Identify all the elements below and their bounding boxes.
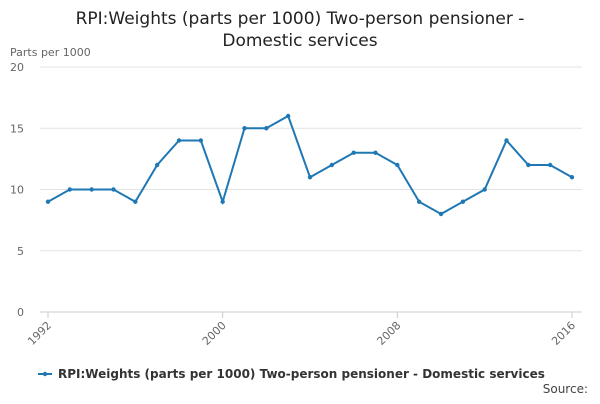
point bbox=[351, 150, 356, 155]
point bbox=[242, 126, 247, 131]
point bbox=[67, 187, 73, 192]
x-tick-label: 2008 bbox=[374, 319, 403, 348]
y-tick-label: 20 bbox=[10, 61, 24, 74]
point bbox=[569, 175, 575, 180]
x-tick-label: 2016 bbox=[549, 319, 578, 348]
point bbox=[45, 199, 51, 204]
point bbox=[526, 162, 531, 168]
point bbox=[111, 187, 116, 192]
x-tick-label: 2000 bbox=[200, 319, 229, 348]
y-axis-label: Parts per 1000 bbox=[10, 46, 91, 59]
y-tick-label: 10 bbox=[10, 184, 24, 197]
line bbox=[47, 114, 573, 216]
point bbox=[176, 138, 182, 143]
point bbox=[395, 162, 400, 168]
point bbox=[547, 162, 553, 168]
legend-label: RPI:Weights (parts per 1000) Two-person … bbox=[58, 367, 545, 381]
point bbox=[482, 187, 487, 192]
point bbox=[89, 187, 94, 192]
point bbox=[285, 113, 291, 119]
point bbox=[307, 175, 313, 180]
chart-title: RPI:Weights (parts per 1000) Two-person … bbox=[75, 9, 525, 51]
source: Source: bbox=[543, 382, 588, 396]
y-tick-label: 15 bbox=[10, 122, 24, 135]
legend-marker bbox=[42, 371, 48, 377]
point bbox=[198, 138, 204, 143]
point bbox=[438, 211, 444, 217]
point bbox=[220, 199, 225, 204]
point bbox=[460, 199, 466, 204]
point bbox=[133, 199, 138, 204]
point bbox=[373, 150, 378, 155]
y-tick-label: 5 bbox=[17, 245, 24, 258]
point bbox=[416, 199, 422, 204]
point bbox=[264, 126, 269, 131]
point bbox=[504, 138, 509, 143]
point bbox=[154, 162, 160, 168]
point bbox=[329, 162, 335, 168]
x-tick-label: 1992 bbox=[25, 319, 54, 348]
y-tick-label: 0 bbox=[17, 306, 24, 319]
